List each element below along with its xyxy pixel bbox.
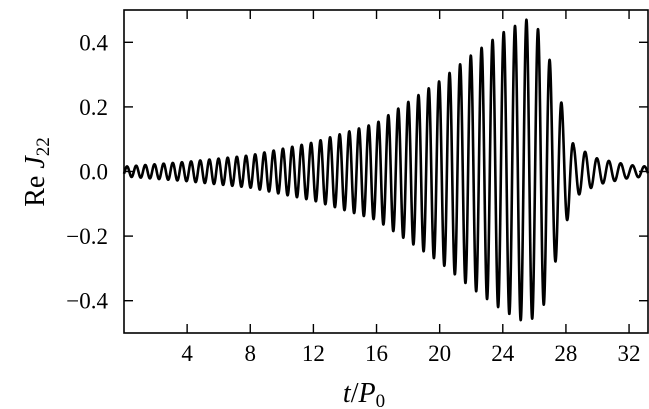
- x-tick-label: 24: [491, 341, 515, 366]
- x-axis: 4 8 12 16 20 24 28 32: [181, 10, 641, 366]
- x-tick-label: 8: [245, 341, 257, 366]
- y-tick-label: 0.2: [79, 95, 108, 120]
- x-tick-label: 16: [365, 341, 388, 366]
- x-tick-label: 4: [181, 341, 193, 366]
- series-line-re-j22: [122, 18, 649, 322]
- y-tick-label: −0.2: [66, 224, 108, 249]
- y-axis-title: Re J22: [20, 137, 54, 207]
- plot-area: [122, 9, 649, 334]
- y-tick-label: 0.0: [79, 160, 108, 185]
- x-axis-title: t/P0: [343, 378, 385, 409]
- y-axis: 0.4 0.2 0.0 −0.2 −0.4: [66, 30, 648, 314]
- x-tick-label: 12: [302, 341, 325, 366]
- y-tick-label: 0.4: [79, 30, 108, 55]
- x-tick-label: 32: [618, 341, 641, 366]
- x-tick-label: 20: [428, 341, 451, 366]
- y-tick-label: −0.4: [66, 289, 108, 314]
- x-tick-label: 28: [554, 341, 577, 366]
